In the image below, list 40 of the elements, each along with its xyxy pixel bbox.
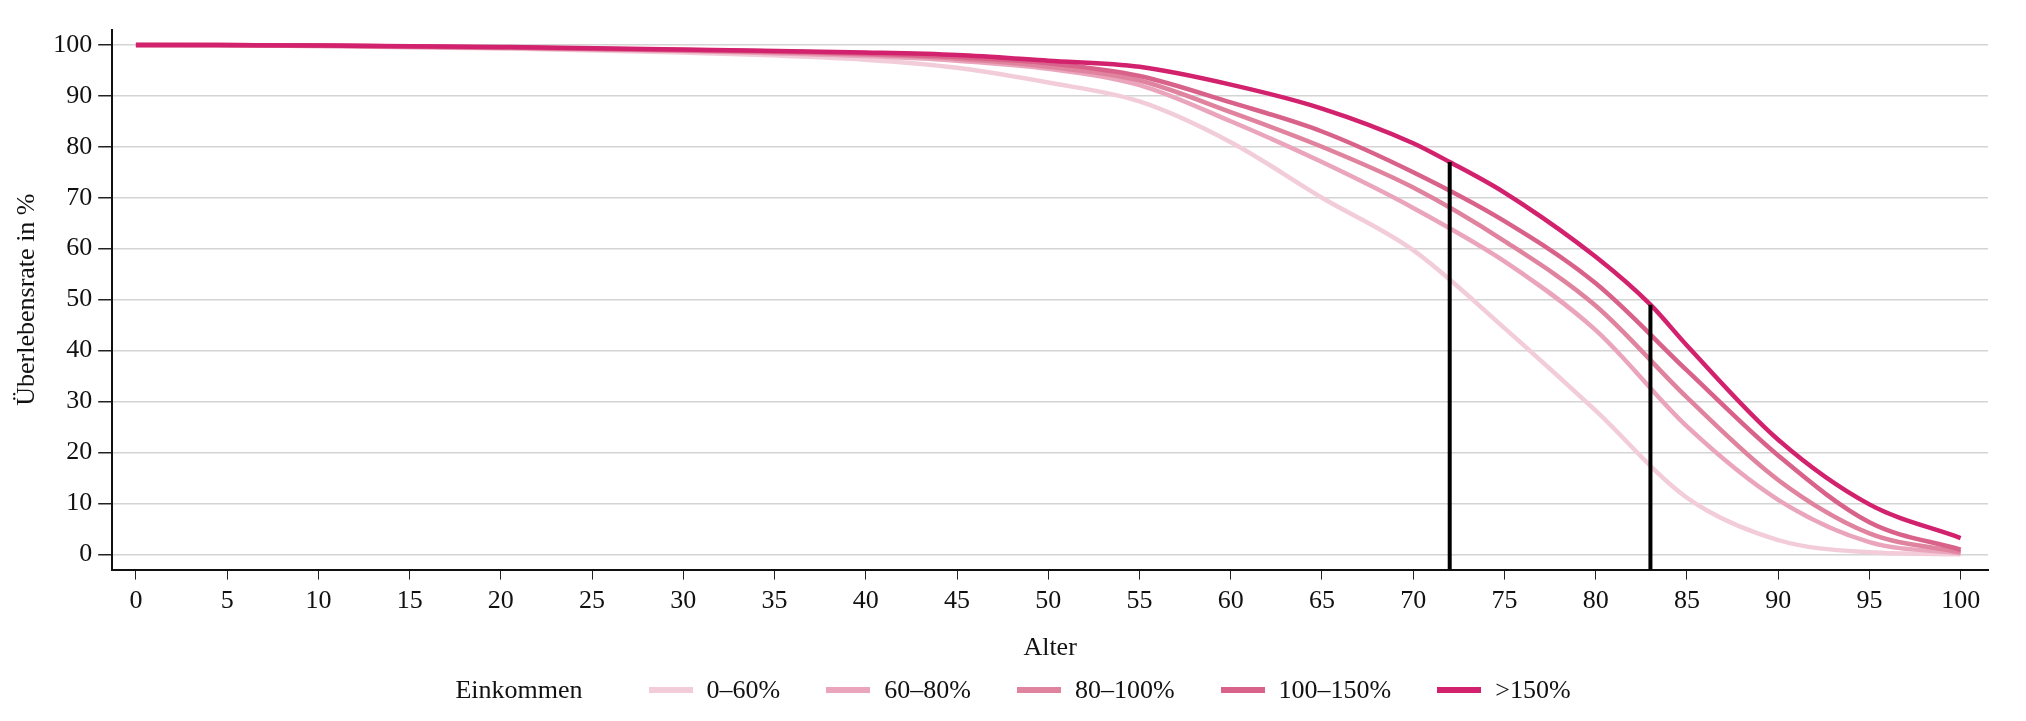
x-tick-label: 65 (1308, 585, 1335, 615)
x-tick-label: 25 (579, 585, 606, 615)
x-tick-label: 70 (1400, 585, 1427, 615)
x-axis-title: Alter (1023, 632, 1078, 662)
y-tick-label: 0 (79, 538, 93, 568)
y-tick-label: 40 (66, 334, 93, 364)
x-tick-label: 60 (1217, 585, 1244, 615)
legend-label: 100–150% (1278, 675, 1392, 705)
y-axis-title: Überlebensrate in % (11, 193, 41, 406)
x-tick-label: 15 (396, 585, 423, 615)
y-tick-label: 50 (66, 283, 93, 313)
y-tick-label: 90 (66, 79, 93, 109)
legend-label: >150% (1495, 675, 1571, 705)
y-tick-label: 20 (66, 436, 93, 466)
y-tick-label: 60 (66, 232, 93, 262)
x-tick-label: 0 (129, 585, 143, 615)
x-tick-label: 35 (761, 585, 788, 615)
y-tick-label: 30 (66, 385, 93, 415)
legend-label: 0–60% (706, 675, 781, 705)
legend-label: 80–100% (1074, 675, 1175, 705)
legend-title: Einkommen (455, 675, 583, 705)
x-tick-label: 20 (487, 585, 514, 615)
x-tick-label: 80 (1582, 585, 1609, 615)
x-tick-label: 95 (1856, 585, 1883, 615)
y-tick-label: 70 (66, 181, 93, 211)
x-tick-label: 50 (1035, 585, 1062, 615)
x-tick-label: 55 (1126, 585, 1153, 615)
x-tick-label: 45 (944, 585, 971, 615)
x-tick-label: 5 (220, 585, 234, 615)
x-tick-label: 30 (670, 585, 697, 615)
x-tick-label: 85 (1673, 585, 1700, 615)
x-tick-label: 75 (1491, 585, 1518, 615)
x-tick-label: 100 (1941, 585, 1981, 615)
y-tick-label: 10 (66, 487, 93, 517)
x-tick-label: 10 (305, 585, 332, 615)
legend-label: 60–80% (884, 675, 971, 705)
x-tick-label: 90 (1765, 585, 1792, 615)
y-tick-label: 100 (53, 28, 93, 58)
x-tick-label: 40 (852, 585, 879, 615)
y-tick-label: 80 (66, 130, 93, 160)
